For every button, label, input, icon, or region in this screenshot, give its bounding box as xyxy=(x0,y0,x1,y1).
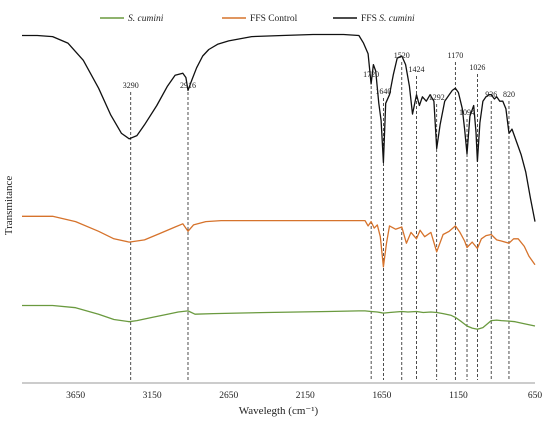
series-lines xyxy=(22,33,536,330)
x-tick-label: 1150 xyxy=(449,391,468,401)
legend: S. cumini FFS Control FFS S. cumini xyxy=(100,14,415,24)
x-tick-label: 1650 xyxy=(372,391,391,401)
peak-label: 820 xyxy=(503,90,515,99)
peak-labels: 3290 2916 1720 1640 1520 1424 1292 1170 1094 1026… xyxy=(123,51,515,117)
peak-label: 1170 xyxy=(448,51,464,60)
peak-label: 1292 xyxy=(429,93,445,102)
x-tick-label: 650 xyxy=(528,391,543,401)
peak-label: 1094 xyxy=(459,108,475,117)
series-line xyxy=(22,304,536,330)
x-axis-tick-labels: 3650 3150 2650 2150 1650 1150 650 xyxy=(66,391,542,401)
x-tick-label: 3650 xyxy=(66,391,85,401)
legend-label: FFS S. cumini xyxy=(361,14,415,24)
peak-label: 1520 xyxy=(394,51,410,60)
legend-label: S. cumini xyxy=(128,14,164,24)
peak-label: 1424 xyxy=(408,65,424,74)
peak-label: 1720 xyxy=(363,70,379,79)
legend-label: FFS Control xyxy=(250,14,298,24)
x-axis-title: Wavelegth (cm⁻¹) xyxy=(239,405,319,417)
peak-label: 936 xyxy=(485,90,497,99)
x-tick-label: 3150 xyxy=(143,391,162,401)
peak-label: 2916 xyxy=(180,81,196,90)
peak-label: 1640 xyxy=(375,87,391,96)
y-axis-title: Transmitance xyxy=(3,176,15,236)
peak-label: 3290 xyxy=(123,81,139,90)
series-line xyxy=(22,33,536,222)
x-tick-label: 2150 xyxy=(296,391,315,401)
x-tick-label: 2650 xyxy=(219,391,238,401)
peak-label: 1026 xyxy=(469,63,485,72)
series-line xyxy=(22,215,536,268)
